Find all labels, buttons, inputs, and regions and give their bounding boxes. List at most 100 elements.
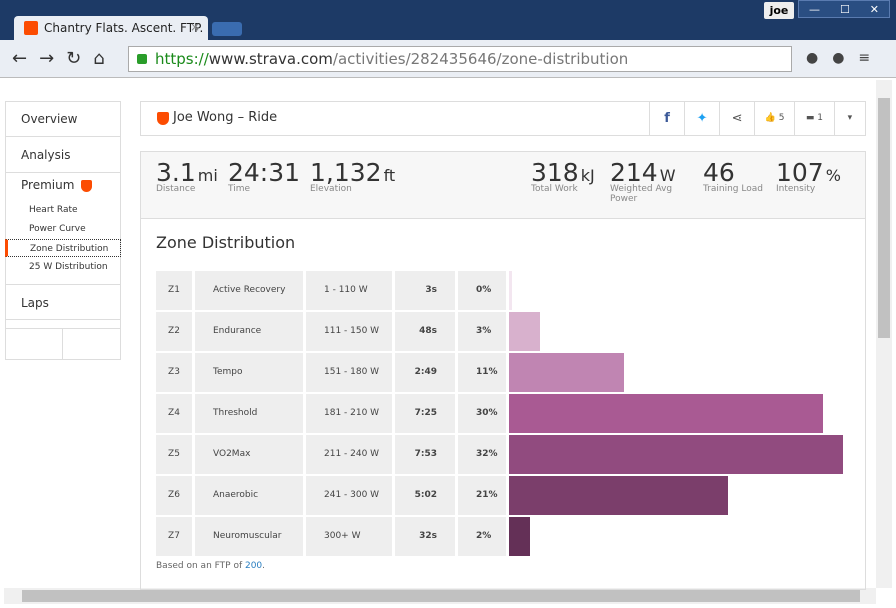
nav-item[interactable]: Analysis <box>5 137 121 173</box>
zone-title: Zone Distribution <box>156 233 296 252</box>
stat: 214 W Weighted Avg Power <box>610 158 680 204</box>
zone-bar <box>509 353 624 392</box>
footnote-end: . <box>262 561 266 571</box>
footnote-text: Based on an FTP of <box>156 561 245 571</box>
tab-close[interactable]: × <box>189 20 200 34</box>
v-thumb[interactable] <box>878 98 890 338</box>
stat-value: 46 <box>703 158 735 187</box>
zone-range: 111 - 150 W <box>306 312 392 351</box>
zone-id: Z6 <box>156 476 192 515</box>
stat-value: 214 W <box>610 158 676 187</box>
zone-share: 3% <box>458 312 506 351</box>
zone-name: Endurance <box>195 312 303 351</box>
address-bar[interactable]: https://www.strava.com/activities/282435… <box>128 46 792 72</box>
facebook-button[interactable]: f <box>649 102 684 135</box>
twitter-button[interactable]: ✦ <box>684 102 719 135</box>
zone-bar <box>509 517 530 556</box>
toolbar: ←→↻⌂ https://www.strava.com/activities/2… <box>0 40 896 78</box>
ftp-link[interactable]: 200 <box>244 561 263 571</box>
nav-buttons[interactable]: ←→↻⌂ <box>12 48 117 69</box>
h-scrollbar[interactable] <box>4 588 876 604</box>
tab[interactable]: Chantry Flats. Ascent. FTP. × <box>14 16 208 42</box>
zone-time: 5:02 <box>395 476 455 515</box>
zone-id: Z2 <box>156 312 192 351</box>
nav-sub-item[interactable]: 25 W Distribution <box>29 262 108 272</box>
zone-time: 2:49 <box>395 353 455 392</box>
activity-title: Joe Wong – Ride <box>173 110 278 125</box>
stat: 3.1 mi Distance <box>156 158 246 194</box>
zone-range: 241 - 300 W <box>306 476 392 515</box>
zone-id: Z3 <box>156 353 192 392</box>
user-button[interactable]: joe <box>764 2 794 19</box>
zone-time: 32s <box>395 517 455 556</box>
nav-premium[interactable]: Premium <box>21 178 75 192</box>
stats-panel <box>140 151 866 219</box>
stat-value: 107% <box>776 158 841 187</box>
share-button[interactable]: ⋖ <box>719 102 754 135</box>
zone-bar <box>509 476 729 515</box>
new-tab[interactable] <box>212 22 242 36</box>
stat-unit: ft <box>383 166 396 185</box>
stat-value: 24:31 <box>228 158 301 187</box>
zone-id: Z1 <box>156 271 192 310</box>
comment-button[interactable]: ▬ 1 <box>793 102 834 135</box>
zone-range: 211 - 240 W <box>306 435 392 474</box>
url-scheme: https:// <box>155 50 209 68</box>
zone-time: 48s <box>395 312 455 351</box>
stat: 24:31 Time <box>228 158 318 194</box>
stat: 318 kJ Total Work <box>531 158 621 194</box>
zone-share: 21% <box>458 476 506 515</box>
zone-range: 300+ W <box>306 517 392 556</box>
premium-badge <box>81 180 92 192</box>
zone-share: 32% <box>458 435 506 474</box>
h-thumb[interactable] <box>22 590 860 602</box>
zone-range: 1 - 110 W <box>306 271 392 310</box>
stat: 1,132 ft Elevation <box>310 158 400 194</box>
v-scrollbar[interactable] <box>876 80 892 588</box>
stat-value: 318 kJ <box>531 158 595 187</box>
stat-label: Training Load <box>703 184 763 194</box>
url-host: www.strava.com <box>208 50 333 68</box>
nav-sub-item[interactable]: Heart Rate <box>29 205 78 215</box>
tab-title: Chantry Flats. Ascent. FTP. <box>44 21 204 35</box>
zone-name: Tempo <box>195 353 303 392</box>
zone-name: VO2Max <box>195 435 303 474</box>
like-count: 5 <box>778 113 785 123</box>
like-button[interactable]: 👍 5 <box>754 102 794 135</box>
zone-name: Neuromuscular <box>195 517 303 556</box>
more-button[interactable]: ▾ <box>833 102 865 135</box>
zone-time: 7:53 <box>395 435 455 474</box>
extensions[interactable]: ●●≡ <box>806 50 885 66</box>
zone-id: Z4 <box>156 394 192 433</box>
zone-share: 30% <box>458 394 506 433</box>
zone-name: Threshold <box>195 394 303 433</box>
stat-unit: % <box>825 166 841 185</box>
zone-share: 11% <box>458 353 506 392</box>
stat-label: Elevation <box>310 184 352 194</box>
nav-laps[interactable]: Laps <box>5 284 121 320</box>
edit-button[interactable] <box>5 328 63 360</box>
window-controls[interactable]: — ☐ ✕ <box>798 0 890 18</box>
stat-unit: kJ <box>580 166 595 185</box>
stat-unit: W <box>659 166 676 185</box>
tab-icon <box>24 21 38 35</box>
stat: 46 Training Load <box>703 158 793 194</box>
zone-bar <box>509 435 844 474</box>
stat-value: 3.1 mi <box>156 158 218 187</box>
zone-name: Active Recovery <box>195 271 303 310</box>
zone-range: 151 - 180 W <box>306 353 392 392</box>
comment-count: 1 <box>817 113 823 123</box>
zone-range: 181 - 210 W <box>306 394 392 433</box>
stat: 107% Intensity <box>776 158 866 194</box>
nav-item[interactable]: Overview <box>5 101 121 137</box>
zone-bar <box>509 394 823 433</box>
url-path: /activities/282435646/zone-distribution <box>332 50 629 68</box>
stat-value: 1,132 ft <box>310 158 396 187</box>
zone-share: 0% <box>458 271 506 310</box>
zone-name: Anaerobic <box>195 476 303 515</box>
nav-sub-item[interactable]: Power Curve <box>29 224 86 234</box>
zone-panel: Zone Distribution Based on an FTP of 200… <box>140 218 866 590</box>
nav-sub-item[interactable]: Zone Distribution <box>5 239 121 257</box>
tools-button[interactable] <box>62 328 121 360</box>
